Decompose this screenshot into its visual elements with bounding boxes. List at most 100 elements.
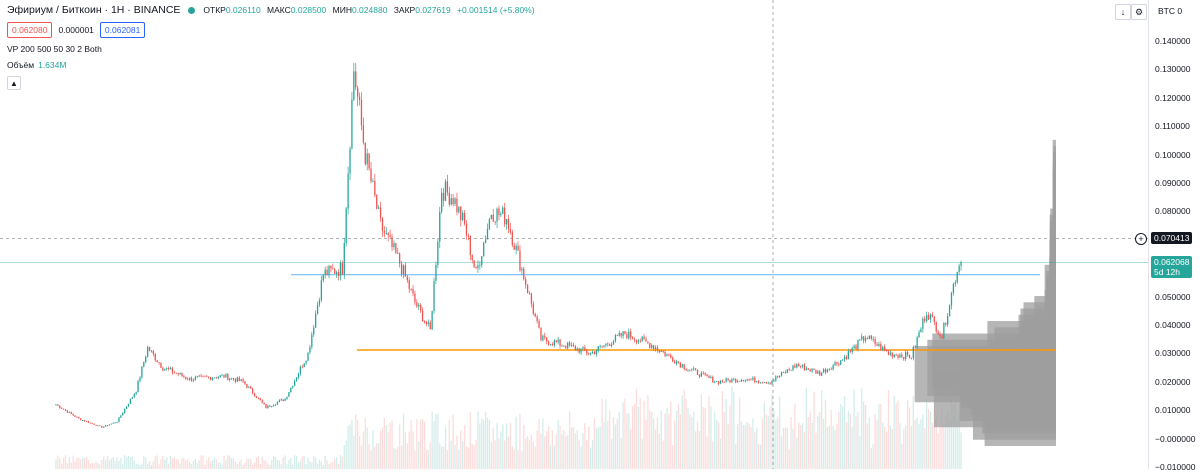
volume-bar <box>112 457 114 469</box>
candle <box>473 260 475 269</box>
volume-bar <box>568 411 571 469</box>
candle <box>864 335 867 344</box>
sell-price-button[interactable]: 0.062080 <box>7 22 53 38</box>
volume-bar <box>276 459 279 469</box>
volume-bar <box>91 462 93 469</box>
volume-bar <box>681 395 683 469</box>
volume-bar <box>563 430 565 469</box>
candle <box>635 339 638 345</box>
candle <box>282 399 284 402</box>
volume-bar <box>918 423 920 469</box>
volume-bar <box>446 450 449 469</box>
volume-bar <box>399 424 401 469</box>
gear-icon[interactable]: ⚙ <box>1131 4 1147 20</box>
volume-bar <box>633 403 636 469</box>
candle <box>670 353 672 359</box>
volume-bar <box>725 399 727 469</box>
candle <box>798 362 800 367</box>
candle <box>286 396 288 400</box>
volume-bar <box>282 457 284 469</box>
volume-bar <box>295 455 298 469</box>
chart-pane[interactable]: Эфириум / Биткоин · 1Н · BINANCE ОТКР0.0… <box>0 0 1148 469</box>
volume-bar <box>855 416 857 469</box>
price-scale[interactable]: BTC 0 ⛶ 0.1400000.1300000.1200000.110000… <box>1148 0 1200 472</box>
volume-bar <box>660 410 662 469</box>
candles <box>55 62 962 428</box>
buy-price-button[interactable]: 0.062081 <box>99 22 146 38</box>
candle <box>57 403 59 407</box>
candle <box>712 375 714 383</box>
volume-bar <box>337 463 340 469</box>
symbol-title[interactable]: Эфириум / Биткоин · 1Н · BINANCE <box>7 4 181 16</box>
candle <box>356 85 359 107</box>
candle <box>124 408 126 414</box>
volume-bar <box>456 435 458 469</box>
candle <box>234 378 237 384</box>
volume-bar <box>437 413 439 469</box>
volume-bar <box>664 413 666 469</box>
arrow-down-icon[interactable]: ↓ <box>1115 4 1131 20</box>
candle <box>733 377 735 381</box>
candle <box>948 304 951 317</box>
candle <box>696 369 699 376</box>
volume-bar <box>192 460 195 469</box>
volume-bar <box>230 458 233 469</box>
candle <box>208 376 210 379</box>
candle <box>484 235 487 244</box>
candle <box>192 378 195 383</box>
candle <box>801 364 804 369</box>
candle <box>66 409 69 413</box>
candle <box>838 361 840 367</box>
price-tick: 0.010000 <box>1155 405 1191 416</box>
volume-bar <box>706 436 708 469</box>
volume-indicator-label[interactable]: Объём 1.634M <box>7 60 66 70</box>
candle <box>750 378 752 381</box>
candlestick-chart[interactable] <box>0 0 1148 469</box>
volume-bar <box>324 455 326 469</box>
volume-bar <box>160 459 162 469</box>
candle <box>200 373 202 378</box>
volume-bar <box>820 390 823 469</box>
close-value: 0.027619 <box>415 5 451 15</box>
volume-bar <box>922 414 924 469</box>
candle <box>59 405 61 409</box>
volume-bar <box>347 425 349 469</box>
candle <box>324 266 326 279</box>
candle <box>759 381 762 384</box>
volume-bar <box>433 421 435 469</box>
candle <box>567 341 569 350</box>
candle <box>715 380 718 383</box>
volume-profile-indicator-label[interactable]: VP 200 500 50 30 2 Both <box>7 44 102 54</box>
volume-bar <box>715 419 718 469</box>
candle <box>538 318 540 329</box>
candle <box>221 373 223 376</box>
plus-circle-icon[interactable]: + <box>1135 232 1147 245</box>
volume-bar <box>232 458 235 469</box>
volume-bar <box>345 440 347 469</box>
candle <box>561 344 563 347</box>
volume-bar <box>492 427 494 469</box>
candle <box>167 366 170 371</box>
volume-bar <box>303 455 305 469</box>
candle <box>284 398 286 402</box>
candle <box>393 240 395 250</box>
volume-bar <box>483 420 485 469</box>
candle <box>85 420 88 423</box>
volume-bar <box>250 458 252 469</box>
volume-bar <box>391 420 393 469</box>
candle <box>118 416 120 423</box>
volume-bar <box>293 455 296 469</box>
candle <box>729 379 731 383</box>
candle <box>643 334 645 341</box>
chevron-up-icon[interactable]: ▲ <box>7 76 21 90</box>
volume-bar <box>878 404 880 469</box>
volume-bar <box>649 410 651 469</box>
candle <box>225 373 227 378</box>
candle <box>471 254 473 264</box>
candle <box>863 336 865 344</box>
candle <box>156 359 158 363</box>
candle <box>826 368 829 373</box>
volume-bar <box>920 419 922 469</box>
candle <box>954 280 956 287</box>
volume-bar <box>334 458 336 469</box>
